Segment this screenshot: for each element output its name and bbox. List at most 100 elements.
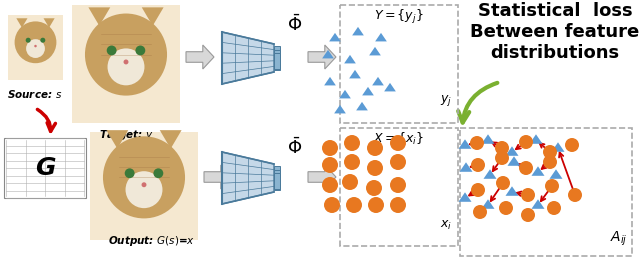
Text: Source: $s$: Source: $s$ (8, 88, 63, 100)
Polygon shape (186, 45, 214, 69)
Polygon shape (17, 18, 28, 28)
Polygon shape (483, 169, 497, 179)
Circle shape (136, 46, 145, 55)
Polygon shape (508, 156, 520, 166)
Polygon shape (308, 45, 336, 69)
Text: $A_{ij}$: $A_{ij}$ (611, 230, 628, 248)
Polygon shape (344, 55, 356, 63)
Bar (274, 50, 280, 69)
Polygon shape (481, 199, 495, 209)
Circle shape (473, 205, 487, 219)
Circle shape (521, 208, 535, 222)
Polygon shape (322, 50, 334, 58)
Polygon shape (550, 169, 563, 179)
Polygon shape (141, 7, 164, 26)
Polygon shape (222, 32, 274, 84)
Circle shape (26, 38, 31, 43)
Circle shape (496, 176, 510, 190)
Circle shape (346, 197, 362, 213)
Bar (460, 128, 632, 256)
Circle shape (390, 197, 406, 213)
Polygon shape (349, 70, 361, 78)
Polygon shape (356, 102, 368, 111)
Circle shape (565, 138, 579, 152)
Polygon shape (372, 77, 384, 85)
Circle shape (322, 157, 338, 173)
Polygon shape (458, 192, 472, 202)
Polygon shape (531, 199, 545, 209)
Bar (274, 53, 280, 69)
Circle shape (390, 177, 406, 193)
Text: Statistical  loss
Between feature
distributions: Statistical loss Between feature distrib… (470, 2, 639, 61)
Circle shape (471, 183, 485, 197)
Text: $y_j$: $y_j$ (440, 93, 452, 108)
Circle shape (543, 145, 557, 159)
Circle shape (366, 180, 382, 196)
Circle shape (40, 38, 45, 43)
Circle shape (344, 154, 360, 170)
Bar (340, 128, 458, 246)
Circle shape (344, 135, 360, 151)
Circle shape (545, 179, 559, 193)
Circle shape (470, 136, 484, 150)
Circle shape (154, 168, 163, 178)
Bar (274, 166, 280, 190)
Circle shape (367, 140, 383, 156)
FancyBboxPatch shape (8, 15, 63, 80)
Polygon shape (552, 142, 564, 152)
Circle shape (26, 39, 45, 58)
Circle shape (390, 154, 406, 170)
Circle shape (324, 197, 340, 213)
Text: $X = \{x_i\}$: $X = \{x_i\}$ (374, 131, 424, 147)
Polygon shape (529, 134, 543, 144)
Text: $\bar{\Phi}$: $\bar{\Phi}$ (287, 138, 303, 158)
Polygon shape (531, 166, 545, 176)
Polygon shape (352, 27, 364, 36)
Text: Output: $G(s)$=$x$: Output: $G(s)$=$x$ (108, 234, 195, 248)
Polygon shape (308, 165, 336, 189)
Circle shape (368, 197, 384, 213)
Circle shape (547, 201, 561, 215)
Text: G: G (35, 156, 55, 180)
Text: $\bar{\Phi}$: $\bar{\Phi}$ (287, 15, 303, 35)
Circle shape (367, 160, 383, 176)
Polygon shape (375, 33, 387, 41)
Polygon shape (204, 165, 232, 189)
FancyBboxPatch shape (72, 5, 180, 123)
Circle shape (471, 158, 485, 172)
Circle shape (103, 136, 185, 218)
Circle shape (124, 59, 129, 64)
Polygon shape (384, 83, 396, 91)
Polygon shape (460, 162, 472, 172)
Polygon shape (339, 90, 351, 98)
Circle shape (519, 135, 533, 149)
Polygon shape (160, 130, 182, 149)
Circle shape (141, 182, 147, 187)
Circle shape (322, 140, 338, 156)
Bar (274, 173, 280, 189)
Circle shape (35, 45, 36, 47)
Circle shape (108, 48, 145, 85)
Circle shape (495, 151, 509, 165)
Polygon shape (481, 134, 495, 144)
Bar (340, 5, 458, 123)
Circle shape (85, 14, 167, 96)
Polygon shape (458, 139, 472, 149)
Polygon shape (334, 105, 346, 113)
Circle shape (322, 177, 338, 193)
Polygon shape (222, 152, 274, 204)
Circle shape (568, 188, 582, 202)
Circle shape (499, 201, 513, 215)
Text: $Y = \{y_j\}$: $Y = \{y_j\}$ (374, 8, 424, 26)
Text: Target: $y$: Target: $y$ (99, 128, 154, 142)
Circle shape (543, 155, 557, 169)
Circle shape (495, 141, 509, 155)
Circle shape (107, 46, 116, 55)
Text: $x_i$: $x_i$ (440, 219, 452, 232)
Polygon shape (506, 186, 518, 196)
Bar (274, 46, 280, 70)
Polygon shape (88, 7, 110, 26)
Polygon shape (329, 33, 341, 41)
Polygon shape (44, 18, 54, 28)
Circle shape (390, 135, 406, 151)
